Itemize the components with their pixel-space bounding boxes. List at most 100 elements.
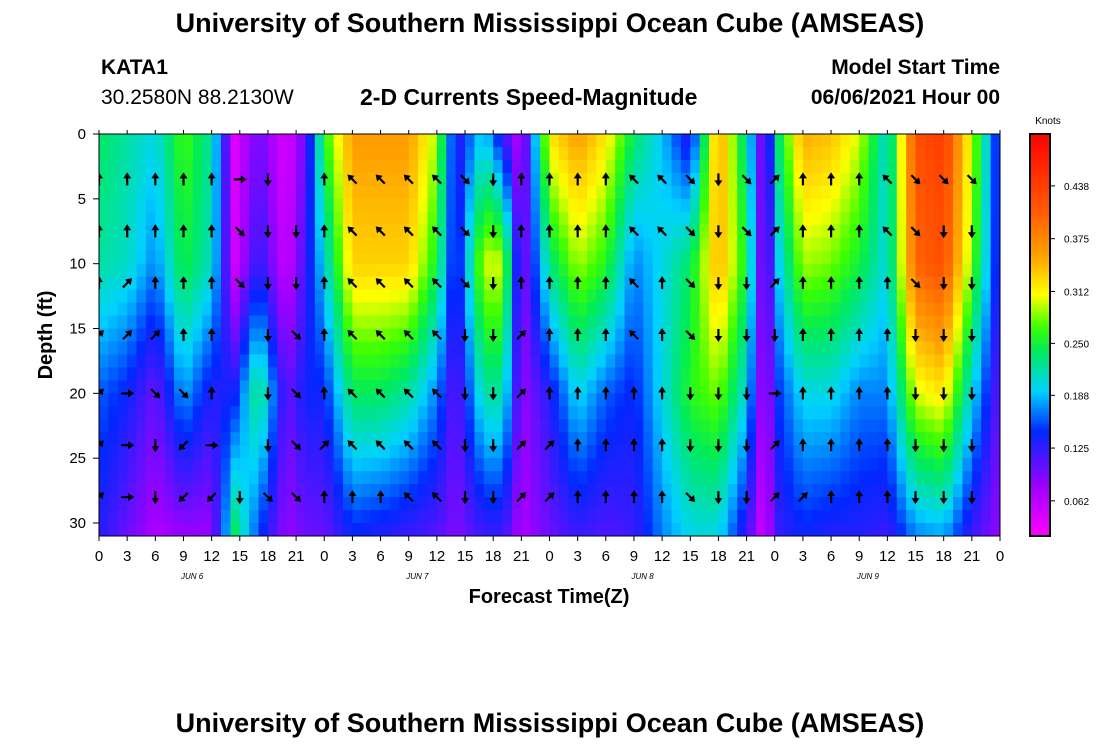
heatmap-cell bbox=[136, 250, 147, 265]
heatmap-cell bbox=[784, 276, 795, 291]
current-arrow bbox=[714, 225, 723, 239]
heatmap-cell bbox=[699, 159, 710, 174]
heatmap-cell bbox=[474, 146, 485, 161]
colorbar-tick-label: 0.125 bbox=[1064, 444, 1089, 455]
heatmap-cell bbox=[314, 510, 325, 524]
heatmap-cell bbox=[389, 484, 400, 498]
heatmap-cell bbox=[587, 134, 598, 148]
heatmap-cell bbox=[465, 302, 476, 317]
heatmap-cell bbox=[361, 224, 372, 239]
heatmap-cell bbox=[699, 328, 710, 343]
heatmap-cell bbox=[389, 315, 400, 330]
heatmap-cell bbox=[568, 302, 579, 317]
heatmap-cell bbox=[371, 406, 382, 420]
heatmap-cell bbox=[230, 497, 241, 511]
heatmap-cell bbox=[924, 432, 935, 446]
heatmap-cell bbox=[643, 341, 654, 356]
heatmap-cell bbox=[427, 302, 438, 317]
heatmap-cell bbox=[924, 211, 935, 226]
heatmap-cell bbox=[267, 250, 278, 265]
heatmap-cell bbox=[333, 367, 344, 381]
heatmap-cell bbox=[774, 172, 785, 187]
heatmap-cell bbox=[924, 185, 935, 200]
heatmap-cell bbox=[502, 471, 513, 485]
heatmap-cell bbox=[699, 302, 710, 317]
heatmap-cell bbox=[971, 458, 982, 472]
heatmap-cell bbox=[117, 134, 128, 148]
heatmap-cell bbox=[202, 276, 213, 291]
heatmap-cell bbox=[868, 224, 879, 239]
heatmap-cell bbox=[737, 419, 748, 433]
heatmap-cell bbox=[446, 380, 457, 394]
heatmap-cell bbox=[633, 263, 644, 278]
heatmap-cell bbox=[418, 380, 429, 394]
heatmap-cell bbox=[127, 341, 138, 356]
heatmap-cell bbox=[896, 484, 907, 498]
heatmap-cell bbox=[530, 198, 541, 213]
heatmap-cell bbox=[314, 393, 325, 407]
heatmap-cell bbox=[662, 380, 673, 394]
heatmap-cell bbox=[296, 237, 307, 252]
heatmap-cell bbox=[286, 315, 297, 330]
heatmap-cell bbox=[737, 211, 748, 226]
heatmap-cell bbox=[174, 315, 185, 330]
heatmap-cell bbox=[305, 432, 316, 446]
heatmap-cell bbox=[530, 250, 541, 265]
heatmap-cell bbox=[887, 393, 898, 407]
heatmap-cell bbox=[418, 484, 429, 498]
heatmap-cell bbox=[530, 341, 541, 356]
heatmap-cell bbox=[521, 211, 532, 226]
heatmap-cell bbox=[784, 211, 795, 226]
heatmap-cell bbox=[868, 354, 879, 369]
heatmap-cell bbox=[840, 393, 851, 407]
heatmap-cell bbox=[953, 328, 964, 343]
heatmap-cell bbox=[258, 315, 269, 330]
heatmap-cell bbox=[99, 172, 109, 187]
heatmap-cell bbox=[615, 302, 626, 317]
heatmap-cell bbox=[784, 315, 795, 330]
heatmap-cell bbox=[671, 354, 682, 369]
heatmap-cell bbox=[267, 237, 278, 252]
heatmap-cell bbox=[643, 367, 654, 381]
station-coordinates: 30.2580N 88.2130W bbox=[101, 86, 294, 109]
heatmap-cell bbox=[155, 510, 166, 524]
heatmap-cell bbox=[652, 328, 663, 343]
heatmap-cell bbox=[784, 354, 795, 369]
heatmap-cell bbox=[887, 263, 898, 278]
heatmap-cell bbox=[596, 445, 607, 459]
heatmap-cell bbox=[136, 328, 147, 343]
heatmap-cell bbox=[145, 497, 156, 511]
heatmap-cell bbox=[371, 497, 382, 511]
heatmap-cell bbox=[333, 146, 344, 161]
heatmap-cell bbox=[436, 380, 447, 394]
heatmap-cell bbox=[418, 159, 429, 174]
heatmap-cell bbox=[455, 497, 466, 511]
heatmap-cell bbox=[718, 185, 729, 200]
heatmap-cell bbox=[906, 276, 917, 291]
heatmap-cell bbox=[624, 419, 635, 433]
heatmap-cell bbox=[324, 341, 335, 356]
heatmap-cell bbox=[371, 393, 382, 407]
heatmap-cell bbox=[211, 471, 222, 485]
heatmap-cell bbox=[774, 289, 785, 304]
heatmap-cell bbox=[361, 406, 372, 420]
heatmap-cell bbox=[887, 198, 898, 213]
heatmap-cell bbox=[887, 172, 898, 187]
heatmap-cell bbox=[324, 445, 335, 459]
heatmap-cell bbox=[652, 432, 663, 446]
current-arrow bbox=[151, 491, 160, 505]
heatmap-cell bbox=[99, 276, 109, 291]
heatmap-cell bbox=[511, 471, 522, 485]
heatmap-cell bbox=[277, 432, 288, 446]
heatmap-cell bbox=[680, 341, 691, 356]
heatmap-cell bbox=[774, 315, 785, 330]
heatmap-cell bbox=[474, 380, 485, 394]
heatmap-cell bbox=[915, 458, 926, 472]
current-arrow bbox=[375, 388, 386, 399]
heatmap-cell bbox=[765, 380, 776, 394]
heatmap-cell bbox=[108, 328, 119, 343]
heatmap-cell bbox=[596, 263, 607, 278]
heatmap-cell bbox=[483, 445, 494, 459]
heatmap-cell bbox=[990, 263, 1000, 278]
heatmap-cell bbox=[971, 484, 982, 498]
